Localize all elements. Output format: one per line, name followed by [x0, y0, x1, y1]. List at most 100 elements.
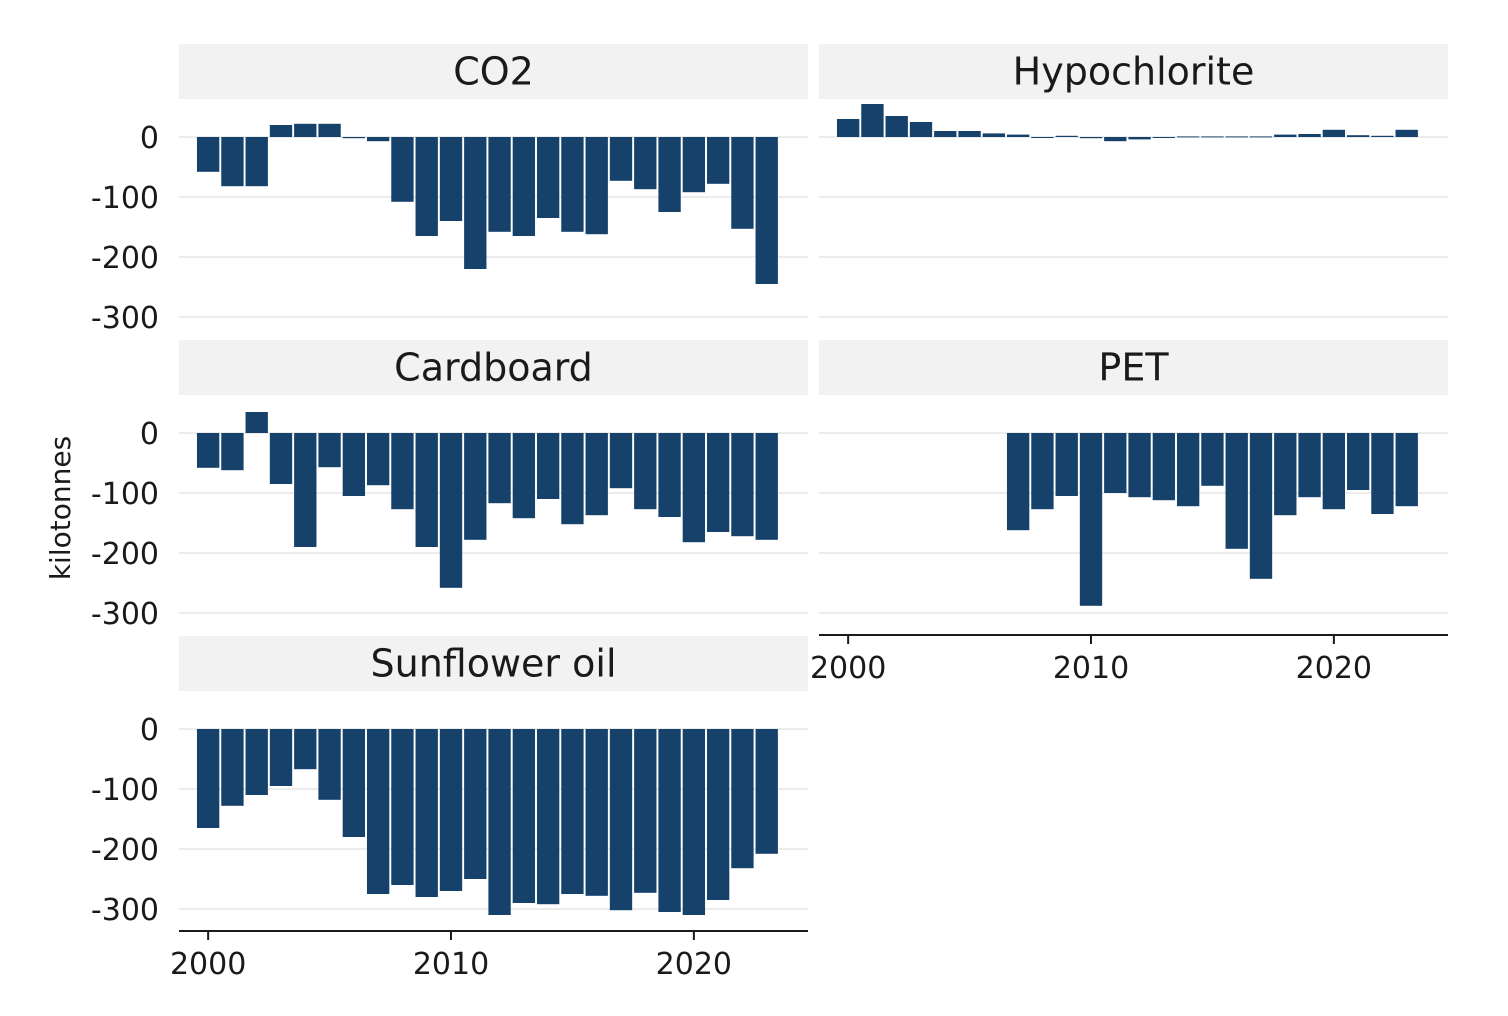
bar [1006, 433, 1030, 531]
bar [342, 433, 366, 496]
bar [682, 729, 706, 915]
bar [706, 433, 730, 532]
bar [585, 729, 608, 896]
bar [706, 729, 730, 900]
bar [464, 137, 487, 269]
bar [755, 729, 778, 854]
bar [269, 125, 293, 137]
bar [731, 137, 754, 229]
bar [318, 433, 341, 468]
bar [536, 433, 560, 499]
bar [196, 137, 220, 172]
bar [294, 729, 317, 770]
y-tick-label: 0 [140, 713, 159, 748]
bar [318, 729, 341, 800]
bar [294, 433, 317, 547]
bar [439, 137, 463, 221]
bar [342, 137, 366, 139]
x-tick-label: 2020 [1296, 651, 1372, 686]
bar [585, 433, 608, 516]
bar [415, 729, 438, 897]
bar [561, 729, 584, 894]
panel-cardboard: Cardboard 0 -100 -200 -300 [91, 340, 808, 632]
bar [391, 729, 414, 885]
bar [464, 729, 487, 879]
bar [536, 137, 560, 218]
bar [755, 137, 778, 284]
bar [245, 412, 268, 433]
panel-title: PET [1098, 346, 1169, 390]
bar [1055, 135, 1078, 137]
bar [536, 729, 560, 905]
bar [1346, 135, 1370, 137]
bar [1079, 433, 1103, 606]
bar [318, 123, 341, 137]
bar [512, 433, 536, 519]
bar [391, 137, 414, 202]
bar [245, 729, 268, 795]
bar [1274, 433, 1297, 516]
bar [512, 137, 536, 236]
bar [366, 137, 390, 142]
bar [488, 729, 511, 915]
bar [1104, 433, 1127, 493]
bar [1371, 135, 1394, 137]
bar [934, 131, 957, 137]
bar [1152, 137, 1176, 138]
bar [1249, 136, 1273, 138]
bar [1031, 137, 1054, 138]
bar [755, 433, 778, 540]
bar [958, 131, 981, 137]
y-axis-title: kilotonnes [44, 436, 77, 580]
bar [1395, 129, 1418, 137]
bar [731, 729, 754, 869]
bar [1346, 433, 1370, 490]
bar [196, 729, 220, 828]
bar [982, 133, 1006, 137]
bar [196, 433, 220, 468]
bar [512, 729, 536, 903]
bar [269, 433, 293, 484]
bar [1322, 129, 1346, 137]
bar [221, 433, 244, 471]
bar [464, 433, 487, 540]
bar [1079, 137, 1103, 139]
bar [609, 137, 633, 181]
bar [658, 433, 681, 517]
y-tick-label: -100 [91, 773, 159, 808]
bar [269, 729, 293, 786]
panel-strip [179, 340, 808, 395]
panel-pet: PET 2000 2010 2020 [810, 340, 1448, 686]
bar [1225, 136, 1248, 138]
bar [1322, 433, 1346, 510]
bar [1201, 136, 1224, 138]
bar [1298, 134, 1321, 137]
panel-title: Hypochlorite [1013, 50, 1255, 94]
x-tick-label: 2000 [810, 651, 886, 686]
bar [885, 116, 908, 137]
bar [1274, 134, 1297, 137]
bar [609, 433, 633, 489]
panel-title: Cardboard [394, 346, 593, 390]
y-tick-label: 0 [140, 121, 159, 156]
panel-co2: CO2 0 -100 -200 -300 [91, 44, 808, 336]
bar [366, 433, 390, 486]
panel-title: Sunflower oil [371, 642, 617, 686]
bar [836, 119, 860, 137]
bar [1104, 137, 1127, 142]
y-tick-label: -300 [91, 597, 159, 632]
y-tick-label: -200 [91, 537, 159, 572]
bar [1395, 433, 1418, 507]
bar [682, 137, 706, 193]
x-tick-label: 2000 [170, 947, 246, 982]
bar [1225, 433, 1248, 549]
bar [1371, 433, 1394, 514]
x-tick-label: 2010 [1053, 651, 1129, 686]
bar [909, 122, 933, 137]
bar [1128, 433, 1151, 498]
bar [706, 137, 730, 184]
bar [1201, 433, 1224, 486]
bar [561, 137, 584, 232]
